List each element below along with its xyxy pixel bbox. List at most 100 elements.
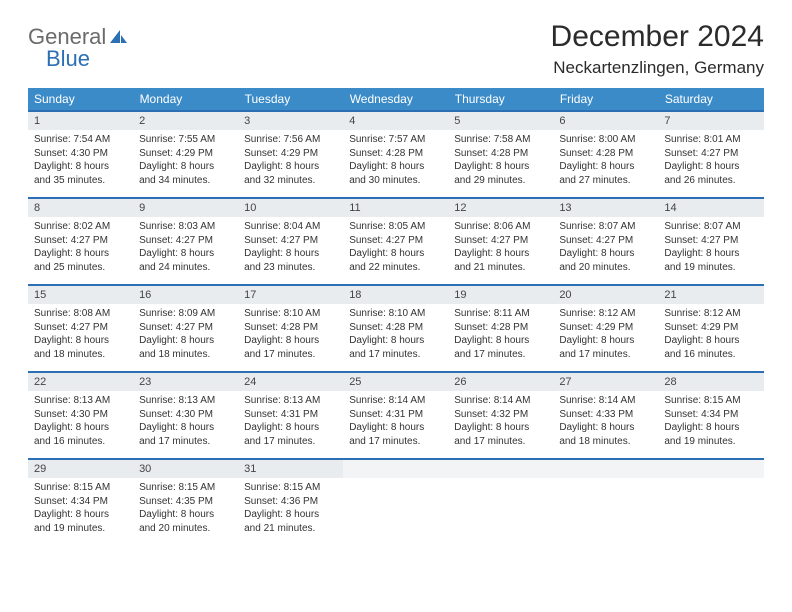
- day-number-strip: 1: [28, 112, 133, 130]
- day-body: Sunrise: 8:07 AMSunset: 4:27 PMDaylight:…: [553, 217, 658, 284]
- sunrise-line: Sunrise: 8:13 AM: [244, 394, 337, 408]
- day-number-strip: 22: [28, 373, 133, 391]
- daylight-line: Daylight: 8 hours and 18 minutes.: [559, 421, 652, 448]
- sunrise-line: Sunrise: 8:15 AM: [139, 481, 232, 495]
- daylight-line: Daylight: 8 hours and 26 minutes.: [664, 160, 757, 187]
- sunset-line: Sunset: 4:35 PM: [139, 495, 232, 509]
- daylight-line: Daylight: 8 hours and 17 minutes.: [454, 421, 547, 448]
- day-cell: 27Sunrise: 8:14 AMSunset: 4:33 PMDayligh…: [553, 372, 658, 459]
- sunrise-line: Sunrise: 8:14 AM: [349, 394, 442, 408]
- sunset-line: Sunset: 4:27 PM: [34, 234, 127, 248]
- sunset-line: Sunset: 4:34 PM: [664, 408, 757, 422]
- sunset-line: Sunset: 4:27 PM: [664, 234, 757, 248]
- day-cell: 6Sunrise: 8:00 AMSunset: 4:28 PMDaylight…: [553, 111, 658, 198]
- day-number-strip: 16: [133, 286, 238, 304]
- day-number-strip: 9: [133, 199, 238, 217]
- sunrise-line: Sunrise: 7:57 AM: [349, 133, 442, 147]
- daylight-line: Daylight: 8 hours and 30 minutes.: [349, 160, 442, 187]
- day-body: Sunrise: 8:13 AMSunset: 4:31 PMDaylight:…: [238, 391, 343, 458]
- sunrise-line: Sunrise: 8:15 AM: [34, 481, 127, 495]
- daylight-line: Daylight: 8 hours and 18 minutes.: [34, 334, 127, 361]
- sunrise-line: Sunrise: 8:03 AM: [139, 220, 232, 234]
- day-cell: 9 Sunrise: 8:03 AMSunset: 4:27 PMDaylight…: [133, 198, 238, 285]
- daylight-line: Daylight: 8 hours and 35 minutes.: [34, 160, 127, 187]
- day-body: Sunrise: 8:01 AMSunset: 4:27 PMDaylight:…: [658, 130, 763, 197]
- day-number-strip: 30: [133, 460, 238, 478]
- daylight-line: Daylight: 8 hours and 34 minutes.: [139, 160, 232, 187]
- daylight-line: Daylight: 8 hours and 16 minutes.: [34, 421, 127, 448]
- logo-word-blue: Blue: [46, 46, 90, 71]
- sunrise-line: Sunrise: 8:05 AM: [349, 220, 442, 234]
- daylight-line: Daylight: 8 hours and 17 minutes.: [349, 421, 442, 448]
- sunrise-line: Sunrise: 8:00 AM: [559, 133, 652, 147]
- sunset-line: Sunset: 4:27 PM: [139, 234, 232, 248]
- day-body: Sunrise: 8:10 AMSunset: 4:28 PMDaylight:…: [343, 304, 448, 371]
- sunset-line: Sunset: 4:29 PM: [559, 321, 652, 335]
- day-cell: 24Sunrise: 8:13 AMSunset: 4:31 PMDayligh…: [238, 372, 343, 459]
- day-body: Sunrise: 8:15 AMSunset: 4:35 PMDaylight:…: [133, 478, 238, 545]
- day-body: Sunrise: 8:09 AMSunset: 4:27 PMDaylight:…: [133, 304, 238, 371]
- sunrise-line: Sunrise: 8:06 AM: [454, 220, 547, 234]
- day-body: Sunrise: 8:05 AMSunset: 4:27 PMDaylight:…: [343, 217, 448, 284]
- sunset-line: Sunset: 4:27 PM: [349, 234, 442, 248]
- daylight-line: Daylight: 8 hours and 29 minutes.: [454, 160, 547, 187]
- day-number-strip: 26: [448, 373, 553, 391]
- sunrise-line: Sunrise: 8:09 AM: [139, 307, 232, 321]
- day-number-strip: 19: [448, 286, 553, 304]
- day-body: Sunrise: 7:54 AMSunset: 4:30 PMDaylight:…: [28, 130, 133, 197]
- day-body: Sunrise: 8:13 AMSunset: 4:30 PMDaylight:…: [28, 391, 133, 458]
- sunset-line: Sunset: 4:30 PM: [139, 408, 232, 422]
- sunrise-line: Sunrise: 8:10 AM: [244, 307, 337, 321]
- day-number-strip: 10: [238, 199, 343, 217]
- day-number-strip: 27: [553, 373, 658, 391]
- day-cell: 11Sunrise: 8:05 AMSunset: 4:27 PMDayligh…: [343, 198, 448, 285]
- sunrise-line: Sunrise: 7:54 AM: [34, 133, 127, 147]
- sunrise-line: Sunrise: 8:01 AM: [664, 133, 757, 147]
- sunrise-line: Sunrise: 8:13 AM: [34, 394, 127, 408]
- sunrise-line: Sunrise: 7:58 AM: [454, 133, 547, 147]
- day-number-strip: [343, 460, 448, 478]
- day-number-strip: 6: [553, 112, 658, 130]
- daylight-line: Daylight: 8 hours and 24 minutes.: [139, 247, 232, 274]
- daylight-line: Daylight: 8 hours and 16 minutes.: [664, 334, 757, 361]
- week-row: 15Sunrise: 8:08 AMSunset: 4:27 PMDayligh…: [28, 285, 764, 372]
- sunset-line: Sunset: 4:30 PM: [34, 147, 127, 161]
- day-number-strip: 25: [343, 373, 448, 391]
- day-cell: 2Sunrise: 7:55 AMSunset: 4:29 PMDaylight…: [133, 111, 238, 198]
- day-cell: 21Sunrise: 8:12 AMSunset: 4:29 PMDayligh…: [658, 285, 763, 372]
- day-cell: [553, 459, 658, 545]
- day-number-strip: 3: [238, 112, 343, 130]
- day-body: Sunrise: 8:13 AMSunset: 4:30 PMDaylight:…: [133, 391, 238, 458]
- sunset-line: Sunset: 4:32 PM: [454, 408, 547, 422]
- day-number-strip: 7: [658, 112, 763, 130]
- day-cell: 4Sunrise: 7:57 AMSunset: 4:28 PMDaylight…: [343, 111, 448, 198]
- day-body: Sunrise: 8:02 AMSunset: 4:27 PMDaylight:…: [28, 217, 133, 284]
- day-number-strip: 21: [658, 286, 763, 304]
- dow-wednesday: Wednesday: [343, 88, 448, 111]
- day-body: Sunrise: 8:07 AMSunset: 4:27 PMDaylight:…: [658, 217, 763, 284]
- day-cell: 5Sunrise: 7:58 AMSunset: 4:28 PMDaylight…: [448, 111, 553, 198]
- header: General Blue December 2024 Neckartenzlin…: [28, 20, 764, 78]
- day-cell: 12Sunrise: 8:06 AMSunset: 4:27 PMDayligh…: [448, 198, 553, 285]
- daylight-line: Daylight: 8 hours and 18 minutes.: [139, 334, 232, 361]
- day-body: Sunrise: 8:15 AMSunset: 4:36 PMDaylight:…: [238, 478, 343, 545]
- sunset-line: Sunset: 4:27 PM: [454, 234, 547, 248]
- location: Neckartenzlingen, Germany: [551, 58, 764, 78]
- sunrise-line: Sunrise: 8:11 AM: [454, 307, 547, 321]
- day-body: Sunrise: 8:15 AMSunset: 4:34 PMDaylight:…: [658, 391, 763, 458]
- dow-monday: Monday: [133, 88, 238, 111]
- day-cell: 17Sunrise: 8:10 AMSunset: 4:28 PMDayligh…: [238, 285, 343, 372]
- logo-sail-icon: [108, 26, 128, 48]
- sunset-line: Sunset: 4:27 PM: [139, 321, 232, 335]
- day-number-strip: 8: [28, 199, 133, 217]
- day-body: Sunrise: 8:11 AMSunset: 4:28 PMDaylight:…: [448, 304, 553, 371]
- logo: General Blue: [28, 26, 128, 70]
- day-number-strip: 4: [343, 112, 448, 130]
- day-body: Sunrise: 8:14 AMSunset: 4:33 PMDaylight:…: [553, 391, 658, 458]
- day-body: Sunrise: 8:04 AMSunset: 4:27 PMDaylight:…: [238, 217, 343, 284]
- daylight-line: Daylight: 8 hours and 27 minutes.: [559, 160, 652, 187]
- daylight-line: Daylight: 8 hours and 19 minutes.: [664, 421, 757, 448]
- sunset-line: Sunset: 4:34 PM: [34, 495, 127, 509]
- dow-friday: Friday: [553, 88, 658, 111]
- week-row: 29Sunrise: 8:15 AMSunset: 4:34 PMDayligh…: [28, 459, 764, 545]
